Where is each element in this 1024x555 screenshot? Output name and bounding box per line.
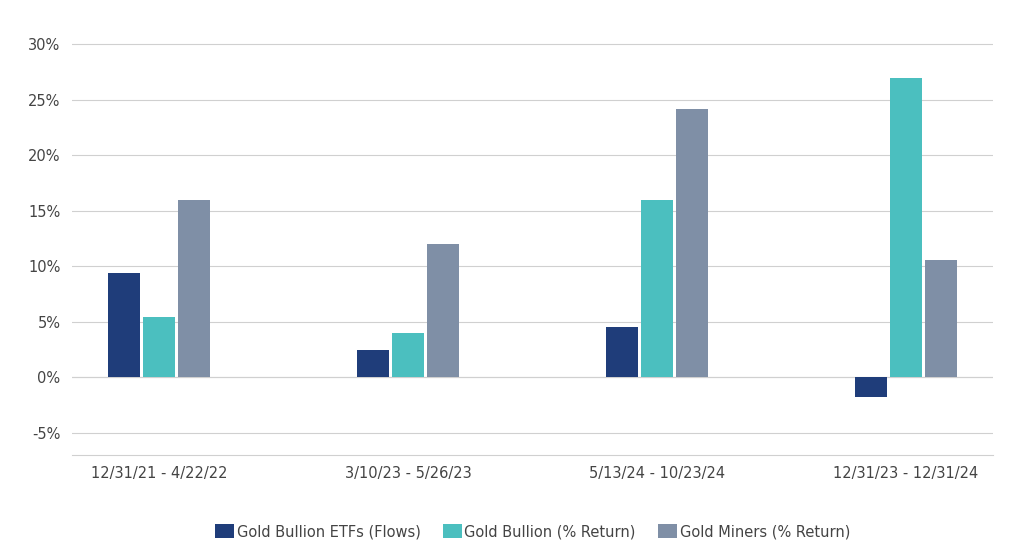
Bar xyxy=(890,78,923,377)
Bar xyxy=(177,200,210,377)
Bar xyxy=(427,244,459,377)
Bar xyxy=(855,377,888,397)
Bar xyxy=(142,317,175,377)
Bar xyxy=(925,260,957,377)
Bar xyxy=(392,333,424,377)
Bar xyxy=(641,200,673,377)
Bar xyxy=(606,327,638,377)
Legend: Gold Bullion ETFs (Flows), Gold Bullion (% Return), Gold Miners (% Return): Gold Bullion ETFs (Flows), Gold Bullion … xyxy=(209,519,856,546)
Bar xyxy=(108,273,140,377)
Bar xyxy=(676,109,708,377)
Bar xyxy=(357,350,389,377)
